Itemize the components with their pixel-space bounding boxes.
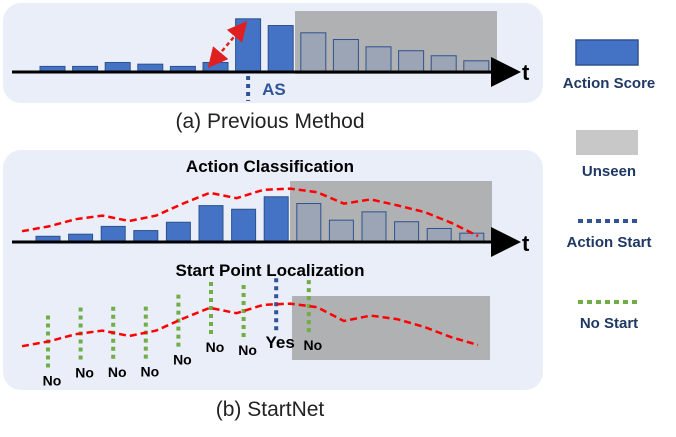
start-label-no: No <box>140 364 159 380</box>
panel-b-axis-label: t <box>522 231 530 256</box>
panel-a-bar <box>365 46 392 73</box>
start-label-no: No <box>303 337 322 353</box>
legend: Action Score Unseen Action Start No Star… <box>563 39 656 332</box>
panel-a-bar <box>267 25 294 73</box>
panel-a-bar <box>430 55 457 73</box>
panel-b-bar <box>263 196 289 243</box>
panel-a-caption: (a) Previous Method <box>175 110 364 133</box>
panel-b-bar <box>231 208 257 243</box>
legend-action-score-swatch <box>575 39 639 66</box>
panel-a-bar <box>235 18 262 73</box>
start-label-no: No <box>108 364 127 380</box>
panel-a-axis-label: t <box>522 60 530 85</box>
panel-b-bar <box>426 227 452 243</box>
panel-a-bar <box>300 32 327 73</box>
legend-no-start-label: No Start <box>580 315 638 332</box>
start-label-no: No <box>43 373 62 389</box>
panel-b-bar <box>394 221 420 243</box>
legend-action-start-label: Action Start <box>566 234 651 251</box>
classification-curve <box>21 187 479 238</box>
action-classification-title: Action Classification <box>186 157 354 176</box>
panel-b-bar <box>165 221 191 243</box>
panel-b-unseen-region-bottom <box>292 296 490 360</box>
as-label: AS <box>262 80 286 99</box>
start-label-no: No <box>238 342 257 358</box>
start-label-no: No <box>206 339 225 355</box>
start-label-yes: Yes <box>266 333 295 352</box>
panel-b-unseen-region-top <box>290 181 492 242</box>
panel-b-bar <box>133 230 159 243</box>
panel-a-bar <box>332 39 359 73</box>
panel-b-bar <box>198 205 224 243</box>
legend-action-score-label: Action Score <box>563 75 656 92</box>
panel-b-bar <box>328 219 354 243</box>
start-label-no: No <box>75 365 94 381</box>
panel-b-bar <box>296 203 322 243</box>
localization-curve <box>21 302 479 348</box>
panel-a: t AS <box>12 11 530 101</box>
panel-a-bar <box>463 60 490 73</box>
panel-b-bar <box>361 211 387 243</box>
panel-b-caption: (b) StartNet <box>216 398 325 421</box>
panel-b-bar <box>100 225 126 243</box>
start-label-no: No <box>173 352 192 368</box>
legend-unseen-swatch <box>576 130 638 155</box>
panel-a-bar <box>398 50 425 73</box>
panel-b: Action Classification t Start Point Loca… <box>12 157 530 389</box>
start-point-localization-title: Start Point Localization <box>176 261 365 280</box>
legend-unseen-label: Unseen <box>582 163 636 180</box>
